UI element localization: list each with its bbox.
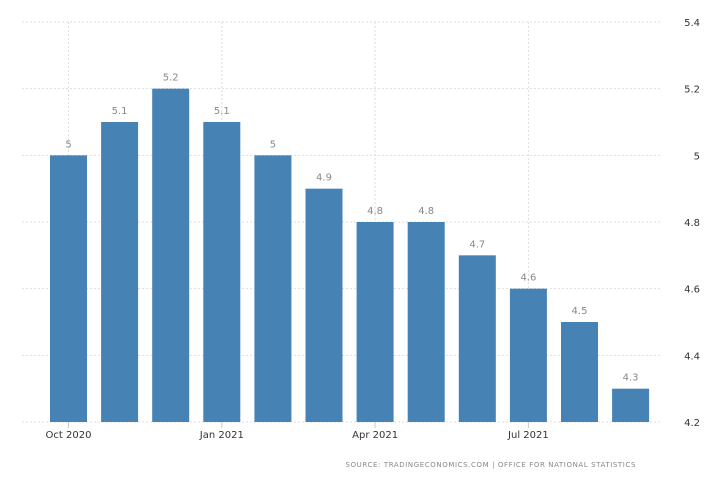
y-tick-label: 4.6 [684,285,700,296]
bar [458,255,496,422]
bar [561,322,598,422]
bar [407,222,445,422]
data-label: 5 [270,139,276,150]
y-tick-label: 4.8 [684,218,700,229]
data-label: 4.8 [367,206,383,217]
bar [203,122,241,422]
bar [152,88,190,423]
bar [50,155,87,423]
data-label: 5.1 [112,106,128,117]
bar [101,122,139,422]
data-label: 4.5 [572,306,588,317]
data-label: 4.8 [418,206,434,217]
y-tick-label: 5.2 [684,85,700,96]
source-note: SOURCE: TRADINGECONOMICS.COM | OFFICE FO… [345,461,636,469]
data-label: 4.6 [520,273,536,284]
x-tick-label: Jul 2021 [507,430,549,441]
bar [305,188,343,422]
x-tick-label: Oct 2020 [46,430,92,441]
y-tick-label: 5 [694,151,700,162]
y-tick-label: 4.4 [684,351,700,362]
data-label: 5.2 [163,73,179,84]
x-tick-label: Apr 2021 [352,430,398,441]
data-label: 5 [65,139,71,150]
bar [356,222,394,422]
x-tick-label: Jan 2021 [199,430,244,441]
y-tick-label: 4.2 [684,418,700,429]
bar [509,288,547,422]
data-label: 4.3 [623,373,639,384]
bar [612,388,650,422]
bar [254,155,292,423]
data-label: 5.1 [214,106,230,117]
y-tick-label: 5.4 [684,18,700,29]
data-label: 4.7 [469,239,485,250]
data-label: 4.9 [316,173,332,184]
